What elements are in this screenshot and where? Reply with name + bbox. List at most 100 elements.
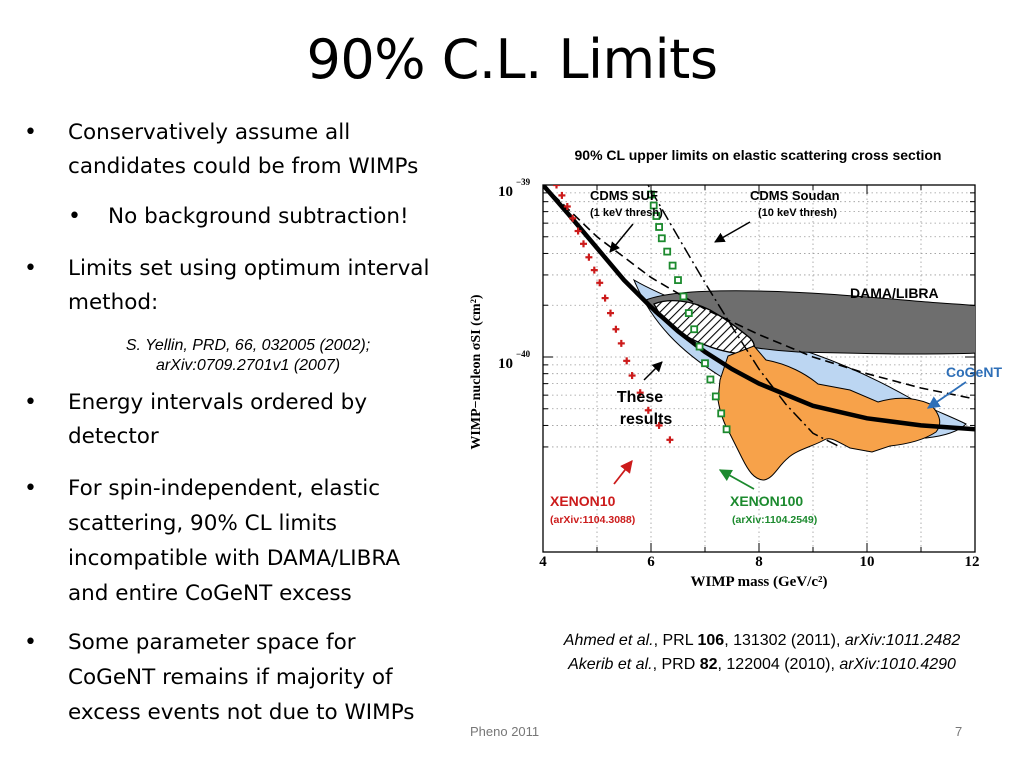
xenon100-point (655, 223, 664, 231)
cdms-suf-thresh: (1 keV thresh) (590, 207, 663, 219)
bullet-line: Some parameter space for (68, 630, 356, 655)
xenon100-point (652, 212, 661, 220)
cogent-arrow (926, 381, 967, 409)
ref-volume: 106 (697, 632, 725, 649)
y-tick-label: 10 −39 (498, 177, 531, 200)
bullet-dot: • (24, 120, 37, 145)
xenon10-point (607, 309, 614, 317)
xenon10-point (612, 325, 620, 333)
xenon100-point (701, 359, 709, 368)
xenon10-point (617, 339, 625, 347)
citation-line: arXiv:0709.2701v1 (2007) (155, 357, 341, 374)
ref-arxiv: arXiv:1011.2482 (844, 632, 961, 649)
y-axis-label: WIMP−nucleon σSI (cm²) (469, 294, 484, 449)
y-tick-exp: −39 (516, 177, 531, 187)
bullet-line: method: (68, 290, 159, 315)
slide-title: 90% C.L. Limits (306, 28, 718, 91)
cdms-soudan-thresh: (10 keV thresh) (758, 207, 837, 219)
these-results-arrow (643, 361, 663, 381)
xenon100-point (657, 234, 666, 243)
x-tick-label: 4 (539, 554, 547, 570)
bullet-dot: • (24, 256, 37, 281)
these-results-curve (543, 185, 975, 432)
xenon10-arrow (613, 460, 633, 485)
xenon100-point (695, 342, 704, 351)
xenon10-point (590, 266, 598, 274)
footer-conference: Pheno 2011 (470, 724, 540, 739)
cogent-region (717, 345, 941, 481)
xenon100-point (679, 292, 688, 301)
bullet-line: detector (68, 424, 159, 449)
xenon10-point (596, 279, 604, 287)
axis-ticks (542, 184, 976, 552)
bullet-dot: • (24, 476, 37, 501)
chart-title: 90% CL upper limits on elastic scatterin… (575, 147, 942, 163)
xenon10-arxiv: (arXiv:1104.3088) (550, 514, 635, 526)
series-lines (543, 185, 975, 448)
xenon100-point (663, 247, 672, 256)
xenon100-point (674, 276, 682, 284)
xenon10-point (601, 294, 609, 302)
xenon10-label: XENON10 (550, 493, 616, 509)
xenon10-point (655, 421, 663, 429)
xenon10-point (569, 214, 577, 222)
bullet-line: excess events not due to WIMPs (68, 700, 415, 725)
ref-rest: , 122004 (2010), (717, 656, 840, 673)
bullet-dot: • (68, 204, 81, 229)
xenon100-point (649, 201, 658, 210)
cdms-soudan-label: CDMS Soudan (750, 188, 840, 203)
series-markers (553, 185, 731, 444)
x-tick-label: 12 (965, 554, 980, 570)
ref-arxiv: arXiv:1010.4290 (839, 656, 956, 673)
bullet-line: Conservatively assume all (68, 120, 351, 145)
xenon100-arxiv: (arXiv:1104.2549) (732, 514, 817, 526)
bullet-dot: • (24, 630, 37, 655)
ref-authors: Akerib et al. (568, 656, 653, 673)
xenon100-point (711, 392, 720, 401)
xenon10-point (644, 406, 652, 414)
x-axis-label: WIMP mass (GeV/c²) (691, 574, 828, 590)
ref-rest: , 131302 (2011), (724, 632, 845, 649)
yellin-citation: S. Yellin, PRD, 66, 032005 (2002); arXiv… (78, 336, 418, 376)
xenon100-arrow (718, 469, 755, 490)
limits-plot: 90% CL upper limits on elastic scatterin… (469, 147, 1002, 590)
references: Ahmed et al., PRL 106, 131302 (2011), ar… (522, 629, 1002, 677)
xenon100-label: XENON100 (730, 493, 803, 509)
xenon10-point (553, 185, 560, 189)
ref-volume: 82 (699, 656, 718, 673)
bullet-line: CoGeNT remains if majority of (68, 665, 393, 690)
xenon100-point (668, 261, 677, 270)
bullet-line: scattering, 90% CL limits (68, 511, 337, 536)
ref-journal: , PRD (652, 656, 700, 673)
xenon10-point (558, 191, 566, 199)
cdms-suf-arrow (609, 223, 634, 253)
x-tick-label: 6 (647, 554, 655, 570)
y-tick-label: 10 −40 (498, 349, 531, 372)
xenon10-point (636, 389, 644, 397)
bullet-line: Limits set using optimum interval (68, 256, 430, 281)
bullet-line: Energy intervals ordered by (68, 390, 368, 415)
ref-authors: Ahmed et al. (563, 632, 654, 649)
xenon100-point (684, 309, 693, 317)
cdms-soudan-curve (647, 185, 841, 448)
xenon100-point (690, 325, 699, 334)
bullet-line: For spin-independent, elastic (68, 476, 381, 501)
bullet-line: and entire CoGeNT excess (68, 581, 352, 606)
xenon100-point (722, 425, 731, 434)
these-results-label: results (620, 411, 673, 428)
cdms-soudan-arrow (714, 221, 751, 243)
bullet-dot: • (24, 390, 37, 415)
ref-journal: , PRL (653, 632, 698, 649)
xenon10-point (628, 372, 636, 380)
page-number: 7 (955, 724, 963, 739)
xenon10-point (563, 202, 571, 210)
xenon100-point (706, 375, 715, 384)
cdms-suf-label: CDMS SUF (590, 188, 658, 203)
reference-line: Akerib et al., PRD 82, 122004 (2010), ar… (522, 653, 1002, 677)
x-tick-label: 10 (860, 554, 875, 570)
bullet-line: No background subtraction! (108, 204, 409, 229)
x-tick-label: 8 (755, 554, 763, 570)
these-results-label: These (617, 389, 663, 406)
xenon10-point (574, 227, 582, 235)
reference-line: Ahmed et al., PRL 106, 131302 (2011), ar… (522, 629, 1002, 653)
